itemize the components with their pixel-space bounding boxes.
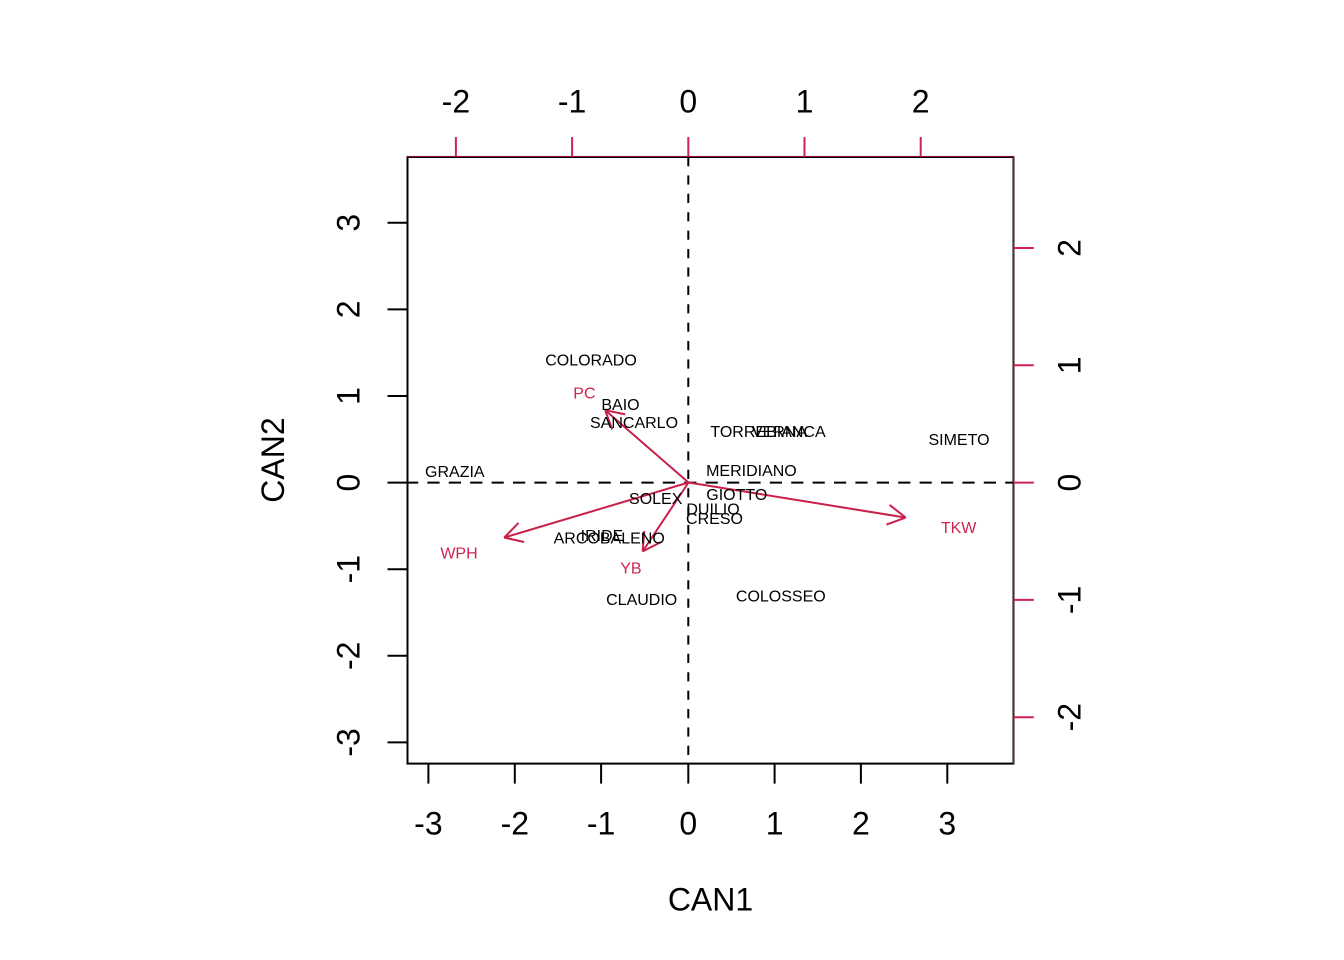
svg-text:BAIO: BAIO xyxy=(601,397,639,414)
svg-text:0: 0 xyxy=(331,474,367,492)
svg-text:-1: -1 xyxy=(331,555,367,583)
svg-text:CRESO: CRESO xyxy=(686,511,743,528)
svg-text:GIOTTO: GIOTTO xyxy=(706,487,767,504)
svg-text:SOLEX: SOLEX xyxy=(629,491,683,508)
svg-text:0: 0 xyxy=(679,84,697,120)
svg-text:COLOSSEO: COLOSSEO xyxy=(736,589,826,606)
svg-text:VERNA: VERNA xyxy=(752,424,807,441)
svg-text:-2: -2 xyxy=(501,806,529,842)
svg-text:WPH: WPH xyxy=(440,545,477,562)
svg-text:3: 3 xyxy=(938,806,956,842)
svg-text:CLAUDIO: CLAUDIO xyxy=(606,592,677,609)
svg-text:-2: -2 xyxy=(331,642,367,670)
svg-text:DUILIO: DUILIO xyxy=(686,501,739,518)
svg-text:1: 1 xyxy=(796,84,814,120)
svg-text:2: 2 xyxy=(1052,239,1088,257)
svg-text:0: 0 xyxy=(679,806,697,842)
svg-text:TKW: TKW xyxy=(941,520,977,537)
svg-text:MERIDIANO: MERIDIANO xyxy=(706,463,797,480)
svg-text:3: 3 xyxy=(331,214,367,232)
svg-text:2: 2 xyxy=(852,806,870,842)
svg-text:1: 1 xyxy=(331,387,367,405)
svg-text:2: 2 xyxy=(912,84,930,120)
svg-text:SIMETO: SIMETO xyxy=(928,432,989,449)
svg-text:IRIDE: IRIDE xyxy=(581,528,624,545)
svg-text:PC: PC xyxy=(573,386,595,403)
svg-text:-3: -3 xyxy=(331,728,367,756)
svg-text:TORREBIANCA: TORREBIANCA xyxy=(710,424,826,441)
svg-text:CAN2: CAN2 xyxy=(255,417,291,502)
svg-text:YB: YB xyxy=(620,561,641,578)
svg-text:2: 2 xyxy=(331,301,367,319)
svg-text:-1: -1 xyxy=(1052,586,1088,614)
svg-text:-3: -3 xyxy=(414,806,442,842)
svg-text:1: 1 xyxy=(766,806,784,842)
svg-text:1: 1 xyxy=(1052,356,1088,374)
svg-text:CAN1: CAN1 xyxy=(668,882,753,918)
svg-text:-2: -2 xyxy=(442,84,470,120)
svg-text:-1: -1 xyxy=(558,84,586,120)
svg-text:ARCOBALENO: ARCOBALENO xyxy=(554,531,665,548)
svg-text:COLORADO: COLORADO xyxy=(545,352,637,369)
svg-text:SANCARLO: SANCARLO xyxy=(590,415,678,432)
svg-text:-2: -2 xyxy=(1052,703,1088,731)
svg-text:-1: -1 xyxy=(587,806,615,842)
svg-text:GRAZIA: GRAZIA xyxy=(425,464,485,481)
svg-text:0: 0 xyxy=(1052,474,1088,492)
